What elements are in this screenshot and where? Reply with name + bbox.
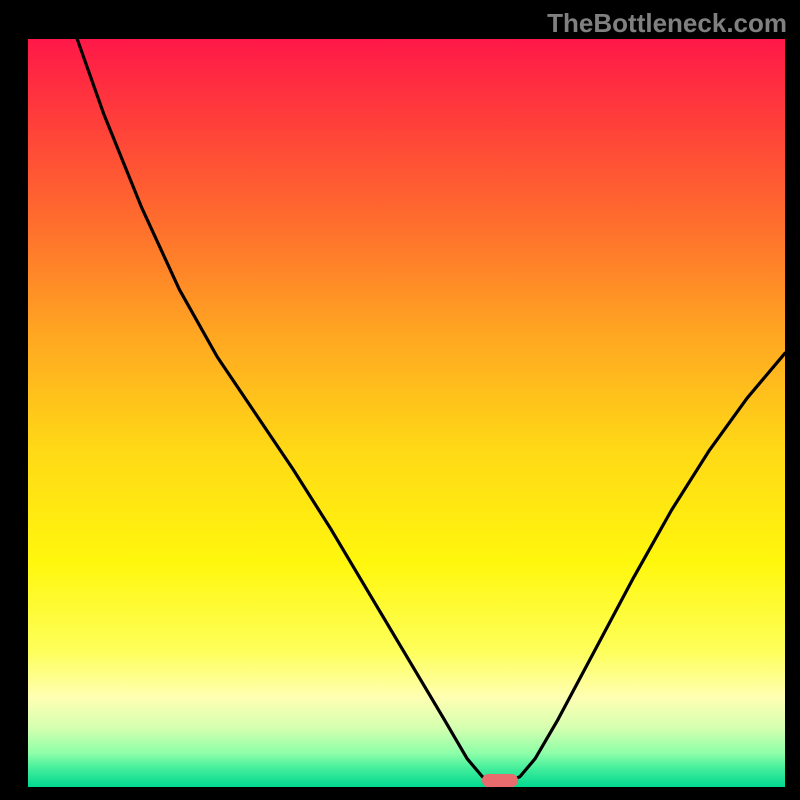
optimal-marker [482, 774, 518, 787]
plot-region [28, 39, 785, 787]
chart-root: TheBottleneck.com [0, 0, 800, 800]
bottleneck-curve [28, 39, 785, 787]
watermark-text: TheBottleneck.com [547, 8, 787, 39]
